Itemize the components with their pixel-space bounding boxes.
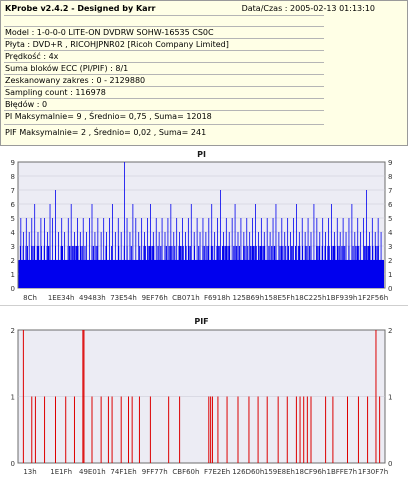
info-line-pi: PI Maksymalnie= 9 , Średnio= 0,75 , Suma… <box>5 112 212 121</box>
separator <box>4 15 324 16</box>
info-panel: KProbe v2.4.2 - Designed by Karr Data/Cz… <box>0 0 408 146</box>
x-tick-label: 1F30F7h <box>358 468 388 476</box>
chart-title: PI <box>197 150 206 159</box>
x-tick-label: 1BFFE7h <box>327 468 358 476</box>
info-line-sampling: Sampling count : 116978 <box>5 88 106 97</box>
y-tick-label-left: 8 <box>11 173 15 181</box>
y-tick-label-right: 0 <box>388 460 392 468</box>
y-tick-label-left: 2 <box>11 327 15 335</box>
y-tick-label-right: 3 <box>388 243 392 251</box>
x-tick-label: 18CF96h <box>295 468 326 476</box>
y-tick-label-left: 2 <box>11 257 15 265</box>
y-tick-label-right: 1 <box>388 271 392 279</box>
separator <box>4 98 324 99</box>
y-tick-label-right: 5 <box>388 215 392 223</box>
y-tick-label-left: 7 <box>11 187 15 195</box>
app-title: KProbe v2.4.2 - Designed by Karr <box>5 4 156 13</box>
separator <box>4 74 324 75</box>
x-tick-label: 74F1Eh <box>110 468 136 476</box>
y-tick-label-left: 1 <box>11 271 15 279</box>
y-tick-label-right: 6 <box>388 201 393 209</box>
pi-chart-panel: PI 0 0 1 1 2 2 3 3 4 4 5 5 6 6 7 7 8 8 9 9 8Ch 1EE34h 49483h 73E… <box>0 144 408 304</box>
x-tick-label: F7E2Eh <box>204 468 230 476</box>
y-tick-label-left: 6 <box>11 201 16 209</box>
separator <box>4 62 324 63</box>
info-line-disc: Płyta : DVD+R , RICOHJPNR02 [Ricoh Compa… <box>5 40 229 49</box>
x-tick-label: 1EE34h <box>48 294 75 302</box>
info-line-speed: Prędkość : 4x <box>5 52 59 61</box>
x-tick-label: 49E01h <box>79 468 106 476</box>
info-line-pif: PIF Maksymalnie= 2 , Średnio= 0,02 , Sum… <box>5 128 207 137</box>
scan-date: Data/Czas : 2005-02-13 01:13:10 <box>241 4 375 13</box>
separator <box>4 38 324 39</box>
pif-chart-panel: PIF 0 0 1 1 2 2 13h 1E1Fh 49E01h 74F1Eh 9FF77h CBF60… <box>0 308 408 480</box>
x-tick-label: 126D60h <box>232 468 264 476</box>
pif-chart: PIF 0 0 1 1 2 2 13h 1E1Fh 49E01h 74F1Eh 9FF77h CBF60… <box>11 317 393 476</box>
y-tick-label-left: 1 <box>11 394 15 402</box>
x-tick-label: 18C225h <box>295 294 327 302</box>
y-tick-label-right: 4 <box>388 229 393 237</box>
x-tick-label: 1F2F56h <box>358 294 388 302</box>
x-tick-label: CB071h <box>172 294 200 302</box>
x-tick-label: 159E8Eh <box>264 468 295 476</box>
data-bar-fill <box>19 260 384 288</box>
info-line-errors: Błędów : 0 <box>5 100 48 109</box>
chart-title: PIF <box>194 317 208 326</box>
separator <box>4 86 324 87</box>
chart-divider <box>0 305 408 306</box>
x-tick-label: 13h <box>23 468 36 476</box>
y-tick-label-right: 0 <box>388 285 392 293</box>
y-tick-label-right: 9 <box>388 159 392 167</box>
separator <box>4 124 324 125</box>
y-tick-label-right: 7 <box>388 187 392 195</box>
x-tick-label: 73E54h <box>110 294 137 302</box>
x-tick-label: 8Ch <box>23 294 37 302</box>
pi-chart: PI 0 0 1 1 2 2 3 3 4 4 5 5 6 6 7 7 8 8 9 9 8Ch 1EE34h 49483h 73E… <box>11 150 393 302</box>
y-tick-label-left: 3 <box>11 243 15 251</box>
x-tick-label: 158E5Fh <box>264 294 295 302</box>
y-tick-label-left: 4 <box>11 229 16 237</box>
x-tick-label: 9FF77h <box>142 468 168 476</box>
y-tick-label-right: 2 <box>388 257 392 265</box>
x-tick-label: 125B69h <box>233 294 265 302</box>
y-tick-label-right: 8 <box>388 173 392 181</box>
separator <box>4 26 324 27</box>
info-line-model: Model : 1-0-0-0 LITE-ON DVDRW SOHW-16535… <box>5 28 214 37</box>
separator <box>4 50 324 51</box>
y-tick-label-right: 2 <box>388 327 392 335</box>
separator <box>4 110 324 111</box>
x-tick-label: CBF60h <box>172 468 199 476</box>
x-tick-label: 1E1Fh <box>50 468 72 476</box>
x-tick-label: F6918h <box>204 294 230 302</box>
y-tick-label-left: 0 <box>11 285 15 293</box>
x-tick-label: 49483h <box>79 294 106 302</box>
y-tick-label-left: 0 <box>11 460 15 468</box>
y-tick-label-right: 1 <box>388 394 392 402</box>
x-tick-label: 9EF76h <box>142 294 168 302</box>
y-tick-label-left: 9 <box>11 159 15 167</box>
info-line-ecc: Suma bloków ECC (PI/PIF) : 8/1 <box>5 64 129 73</box>
x-tick-label: 1BF939h <box>326 294 357 302</box>
info-line-range: Zeskanowany zakres : 0 - 2129880 <box>5 76 146 85</box>
y-tick-label-left: 5 <box>11 215 15 223</box>
